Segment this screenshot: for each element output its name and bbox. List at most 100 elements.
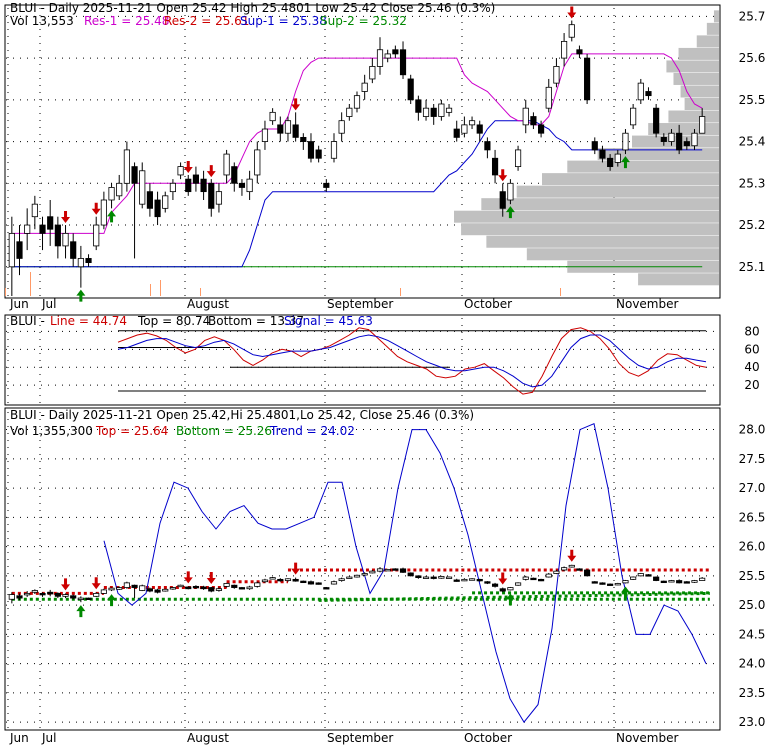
trend-tick-label: 28.0: [739, 423, 766, 437]
trend-candle-body: [545, 573, 552, 578]
candle-body: [522, 107, 529, 126]
trend-top-label: Top = 25.64: [95, 424, 168, 438]
trend-legend: BLUI - Daily 2025-11-21 Open 25.42,Hi 25…: [10, 408, 474, 438]
month-label: November: [616, 297, 678, 311]
sell-arrow: [61, 211, 71, 224]
trend-candle-body: [453, 579, 460, 582]
candle-body: [614, 153, 621, 163]
candle-body: [208, 182, 215, 209]
candle-body: [323, 182, 330, 188]
trend-candle-body: [369, 570, 376, 574]
trend-candle-body: [584, 569, 591, 577]
trend-candle-body: [691, 580, 698, 583]
trend-candle-body: [468, 578, 476, 581]
volume-profile-bar: [668, 110, 719, 123]
candle-body: [123, 149, 130, 184]
trend-candle-body: [637, 573, 644, 577]
trend-candle-body: [668, 580, 675, 583]
oscillator-grid: [6, 318, 719, 403]
osc-signal-series: [117, 334, 707, 388]
candle-body: [154, 199, 161, 218]
trend-candle-body: [185, 586, 192, 590]
candle-body: [47, 216, 54, 230]
sell-arrow: [498, 169, 508, 182]
candle-body: [16, 241, 23, 259]
volume-profile-bar: [481, 198, 719, 211]
candle-body: [177, 166, 184, 176]
trend-candle-body: [192, 585, 200, 589]
trend-candle-body: [54, 593, 61, 597]
candle-body: [607, 157, 614, 168]
candle-body: [660, 136, 667, 142]
trend-candle-body: [576, 568, 583, 571]
buy-arrow: [107, 210, 117, 223]
volume-profile-bar: [680, 85, 719, 98]
price-date-axis: Jun Jul August September October November: [9, 297, 678, 311]
trend-candle-body: [476, 578, 483, 582]
buy-arrow: [620, 586, 630, 599]
trend-month-label: November: [616, 731, 678, 745]
candle-body: [384, 53, 391, 59]
trend-candle-body: [445, 576, 453, 579]
sup2-label: Sup-2 = 25.32: [320, 14, 407, 28]
trend-candle-body: [607, 583, 614, 586]
trend-line: [103, 423, 707, 723]
trend-candle-body: [200, 586, 207, 590]
trend-month-label: August: [187, 731, 229, 745]
trend-candle-body: [24, 593, 31, 596]
res1-label: Res-1 = 25.48: [84, 14, 169, 28]
sell-arrow: [291, 98, 301, 111]
trend-tick-label: 25.5: [739, 569, 766, 583]
candle-body: [131, 166, 138, 184]
candle-body: [185, 178, 192, 193]
candle-body: [238, 182, 246, 188]
trend-candle-body: [653, 576, 660, 581]
signal-arrows: [61, 6, 630, 302]
price-tick-label: 25.2: [739, 218, 766, 232]
candle-body: [369, 66, 376, 80]
trend-month-label: Jun: [9, 731, 29, 745]
candle-body: [545, 86, 552, 109]
osc-title-prefix: BLUI -: [10, 314, 45, 328]
candle-body: [507, 182, 514, 201]
volume-profile-bar: [516, 185, 719, 198]
month-label: September: [327, 297, 393, 311]
trend-candle-body: [93, 593, 100, 597]
trend-candle-body: [16, 595, 23, 599]
trend-date-axis: Jun Jul August September October November: [9, 731, 678, 745]
trend-tick-label: 23.0: [739, 715, 766, 729]
trend-candle-body: [261, 579, 269, 583]
trend-trend-label: Trend = 24.02: [269, 424, 355, 438]
trend-candle-body: [538, 578, 545, 582]
candle-body: [622, 132, 629, 151]
buy-arrow: [76, 289, 86, 302]
candle-body: [407, 78, 414, 101]
trend-candle-body: [438, 576, 445, 579]
candle-body: [461, 124, 468, 134]
osc-signal-label: Signal = 45.63: [284, 314, 373, 328]
candle-body: [476, 124, 483, 134]
trend-candle-body: [392, 568, 399, 571]
trend-candle-body: [277, 578, 284, 582]
candle-body: [269, 111, 276, 122]
sell-arrow: [206, 165, 216, 178]
trend-candle-body: [177, 584, 184, 588]
trend-candle-body: [484, 581, 491, 584]
trend-candle-body: [62, 594, 69, 597]
sell-arrow: [91, 577, 101, 590]
month-label: Jul: [41, 297, 56, 311]
trend-candle-body: [699, 577, 706, 581]
sup1-line: [11, 120, 703, 268]
month-label: Jun: [9, 297, 29, 311]
candle-body: [445, 107, 453, 113]
trend-candle-body: [284, 578, 292, 581]
price-tick-label: 25.4: [739, 135, 766, 149]
trend-candle-body: [238, 587, 246, 590]
trend-candle-body: [146, 588, 153, 592]
oscillator-lines: [117, 327, 707, 395]
osc-top-label: Top = 80.74: [137, 314, 210, 328]
volume-bar: [160, 280, 161, 296]
month-label: August: [187, 297, 229, 311]
candle-body: [353, 95, 361, 109]
trend-volume: Vol 1,355,300: [10, 424, 93, 438]
